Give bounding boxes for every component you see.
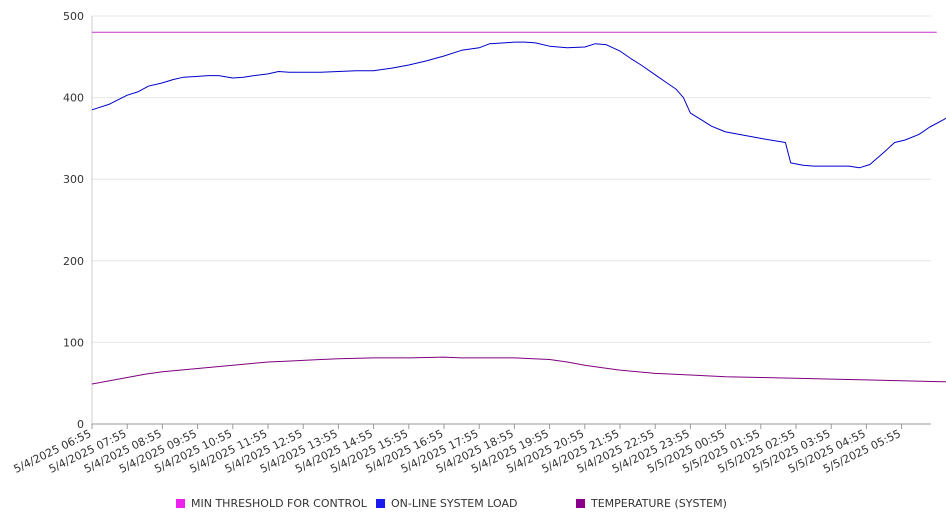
x-tick-labels: 5/4/2025 06:555/4/2025 07:555/4/2025 08:…: [12, 427, 903, 476]
y-tick-label: 300: [63, 173, 84, 186]
y-tick-label: 100: [63, 336, 84, 349]
series-line: [91, 41, 946, 169]
legend-swatch: [176, 499, 185, 508]
legend-item[interactable]: ON-LINE SYSTEM LOAD: [376, 497, 517, 510]
y-tick-label: 200: [63, 255, 84, 268]
legend-label: TEMPERATURE (SYSTEM): [591, 497, 727, 510]
legend-label: ON-LINE SYSTEM LOAD: [391, 497, 518, 510]
y-tick-label: 500: [63, 10, 84, 23]
legend-swatch: [576, 499, 585, 508]
axes: [91, 16, 931, 429]
gridlines: [92, 15, 931, 343]
legend-label: MIN THRESHOLD FOR CONTROL: [191, 497, 367, 510]
legend-swatch: [376, 499, 385, 508]
legend: MIN THRESHOLD FOR CONTROL ON-LINE SYSTEM …: [0, 497, 946, 515]
y-tick-labels: 0 100 200 300 400 500: [63, 10, 84, 431]
y-tick-label: 0: [77, 418, 84, 431]
series-lines: [91, 31, 946, 385]
legend-item[interactable]: TEMPERATURE (SYSTEM): [576, 497, 727, 510]
y-tick-label: 400: [63, 92, 84, 105]
legend-item[interactable]: MIN THRESHOLD FOR CONTROL: [176, 497, 367, 510]
series-line: [91, 356, 946, 385]
